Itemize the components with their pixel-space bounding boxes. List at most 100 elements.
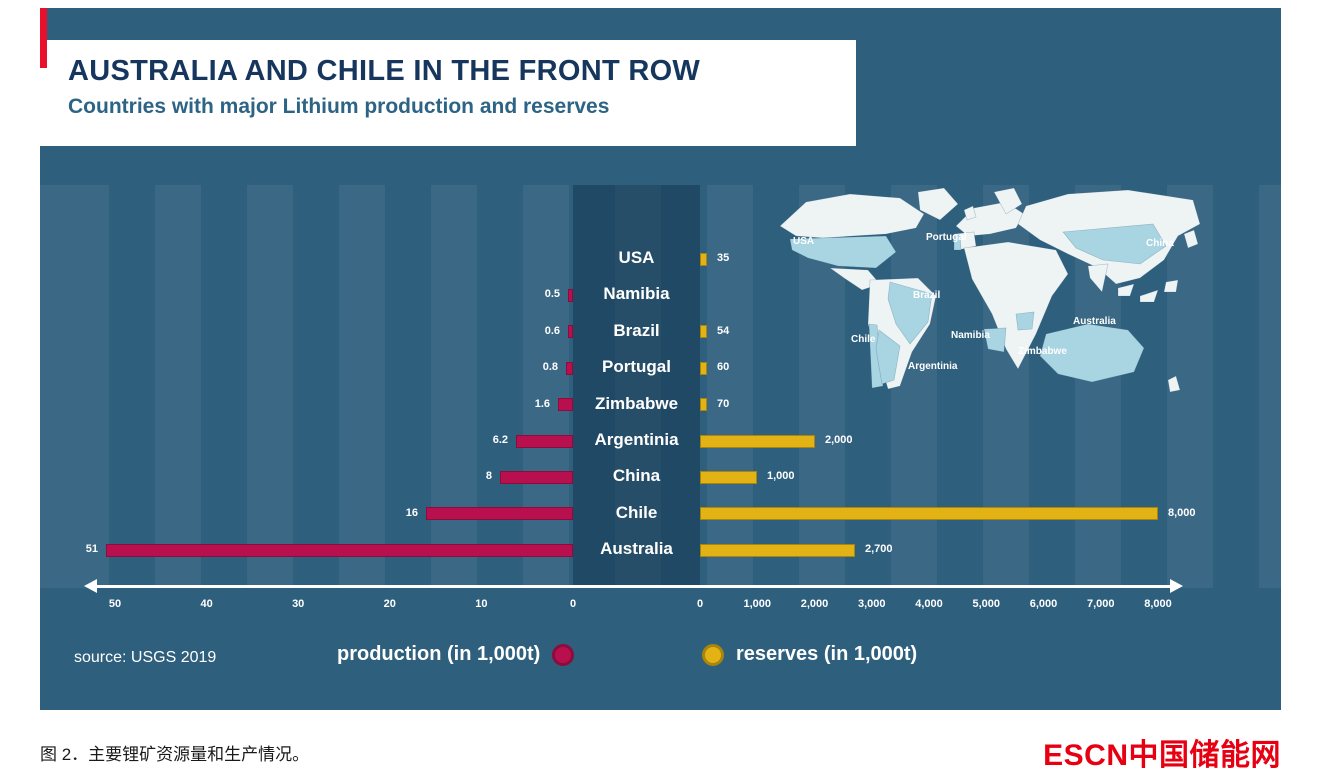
map-greenland [917,187,959,221]
country-label: USA [618,248,655,267]
reserves-value: 35 [717,252,730,264]
production-value: 1.6 [534,397,550,410]
reserves-bar [700,543,855,557]
reserves-bar [700,252,707,266]
map-usa [789,235,897,269]
map-australia [1039,323,1145,383]
production-value: 0.8 [542,361,558,374]
map-label-china: China [1146,238,1174,249]
production-bar [500,470,573,484]
map-label-namibia: Namibia [951,330,990,341]
chart-title: AUSTRALIA AND CHILE IN THE FRONT ROW [68,55,701,87]
production-bar [426,507,573,521]
legend-production-label: production (in 1,000t) [337,643,541,665]
map-chile [868,323,884,389]
right-axis-tick-label: 0 [696,598,704,610]
map-zimbabwe [1015,311,1035,331]
right-axis-tick-label: 5,000 [972,598,1001,610]
production-value: 51 [85,543,98,556]
map-china [1062,223,1167,265]
production-bar [568,325,573,339]
right-axis-tick-label: 6,000 [1029,598,1058,610]
production-value: 0.6 [544,324,560,337]
world-map: USA Portugal China Brazil Chile Namibia Zimbab… [779,187,1201,393]
production-bar [566,361,573,375]
x-axis [96,585,1170,588]
legend-reserves-label: reserves (in 1,000t) [736,643,918,665]
axis-arrow-right-icon [1170,579,1183,593]
red-accent-bar [40,8,47,68]
country-label: Namibia [603,284,670,304]
reserves-value: 2,000 [825,434,853,446]
production-value: 16 [405,506,418,519]
map-scandinavia [993,187,1023,215]
figure-caption: 图 2．主要锂矿资源量和生产情况。 [40,745,310,764]
axis-arrow-left-icon [84,579,97,593]
map-label-zimbabwe: Zimbabwe [1018,346,1067,357]
reserves-bar [700,507,1158,521]
right-axis-tick-label: 8,000 [1144,598,1172,610]
infographic: USA Portugal China Brazil Chile Namibia Zimbab… [40,8,1281,710]
reserves-bar [700,361,707,375]
country-column-background [573,185,700,588]
country-label: Argentinia [594,430,679,449]
map-argentina [875,329,901,385]
reserves-value: 8,000 [1168,506,1196,519]
map-sea-island-2 [1139,289,1159,303]
left-axis-tick-label: 50 [108,598,122,610]
source-note: source: USGS 2019 [74,649,217,666]
map-new-zealand [1167,375,1181,393]
reserves-bar [700,470,757,484]
map-brazil [887,281,933,345]
reserves-bar [700,398,707,412]
chart-layer: USA 35 Namibia 0.5 Brazil 0.6 54 Portugal 0.8 60 Z… [40,8,1281,710]
production-bar [516,434,573,448]
map-portugal [953,234,962,251]
country-label: China [612,466,661,486]
production-bar [568,288,573,302]
production-value: 6.2 [492,434,508,446]
reserves-value: 60 [717,361,730,374]
right-axis-tick-label: 4,000 [915,598,943,610]
left-axis-tick-label: 10 [475,598,488,610]
right-axis-tick-label: 7,000 [1086,598,1115,610]
title-box: AUSTRALIA AND CHILE IN THE FRONT ROW Cou… [40,40,856,146]
reserves-value: 2,700 [865,543,893,556]
country-label: Portugal [602,357,671,377]
production-value: 0.5 [544,288,560,301]
left-axis-tick-label: 20 [383,598,396,610]
reserves-dot-icon [702,643,724,666]
map-japan [1183,229,1199,249]
left-axis-tick-label: 30 [292,598,305,610]
right-axis-tick-label: 2,000 [800,598,829,610]
map-sea-island-1 [1117,283,1135,297]
right-axis-tick-label: 1,000 [743,598,772,610]
map-namibia [983,327,1007,353]
production-bar [558,398,573,412]
production-value: 8 [485,470,492,483]
map-canada [779,193,925,239]
chart-subtitle: Countries with major Lithium production … [68,95,610,118]
left-axis-tick-label: 40 [200,598,213,610]
production-dot-icon [552,643,575,666]
map-africa [963,241,1069,370]
map-label-brazil: Brazil [913,290,940,301]
right-axis-tick-label: 3,000 [857,598,886,610]
reserves-bar [700,325,707,339]
country-label: Chile [615,502,658,522]
legend-reserves: reserves (in 1,000t) [702,643,917,666]
map-india [1087,263,1109,293]
map-label-portugal: Portugal [926,232,967,243]
escn-logo: ESCN中国储能网 [1043,739,1281,772]
reserves-value: 70 [717,397,730,410]
map-uk [963,205,977,221]
production-bar [106,543,573,557]
left-axis-tick-label: 0 [569,598,577,610]
map-label-argentinia: Argentinia [908,361,958,372]
country-label: Australia [600,539,673,559]
reserves-bar [700,434,815,448]
reserves-value: 54 [717,324,730,337]
map-label-usa: USA [793,236,814,247]
legend-production: production (in 1,000t) [337,643,575,666]
map-label-australia: Australia [1073,316,1116,327]
